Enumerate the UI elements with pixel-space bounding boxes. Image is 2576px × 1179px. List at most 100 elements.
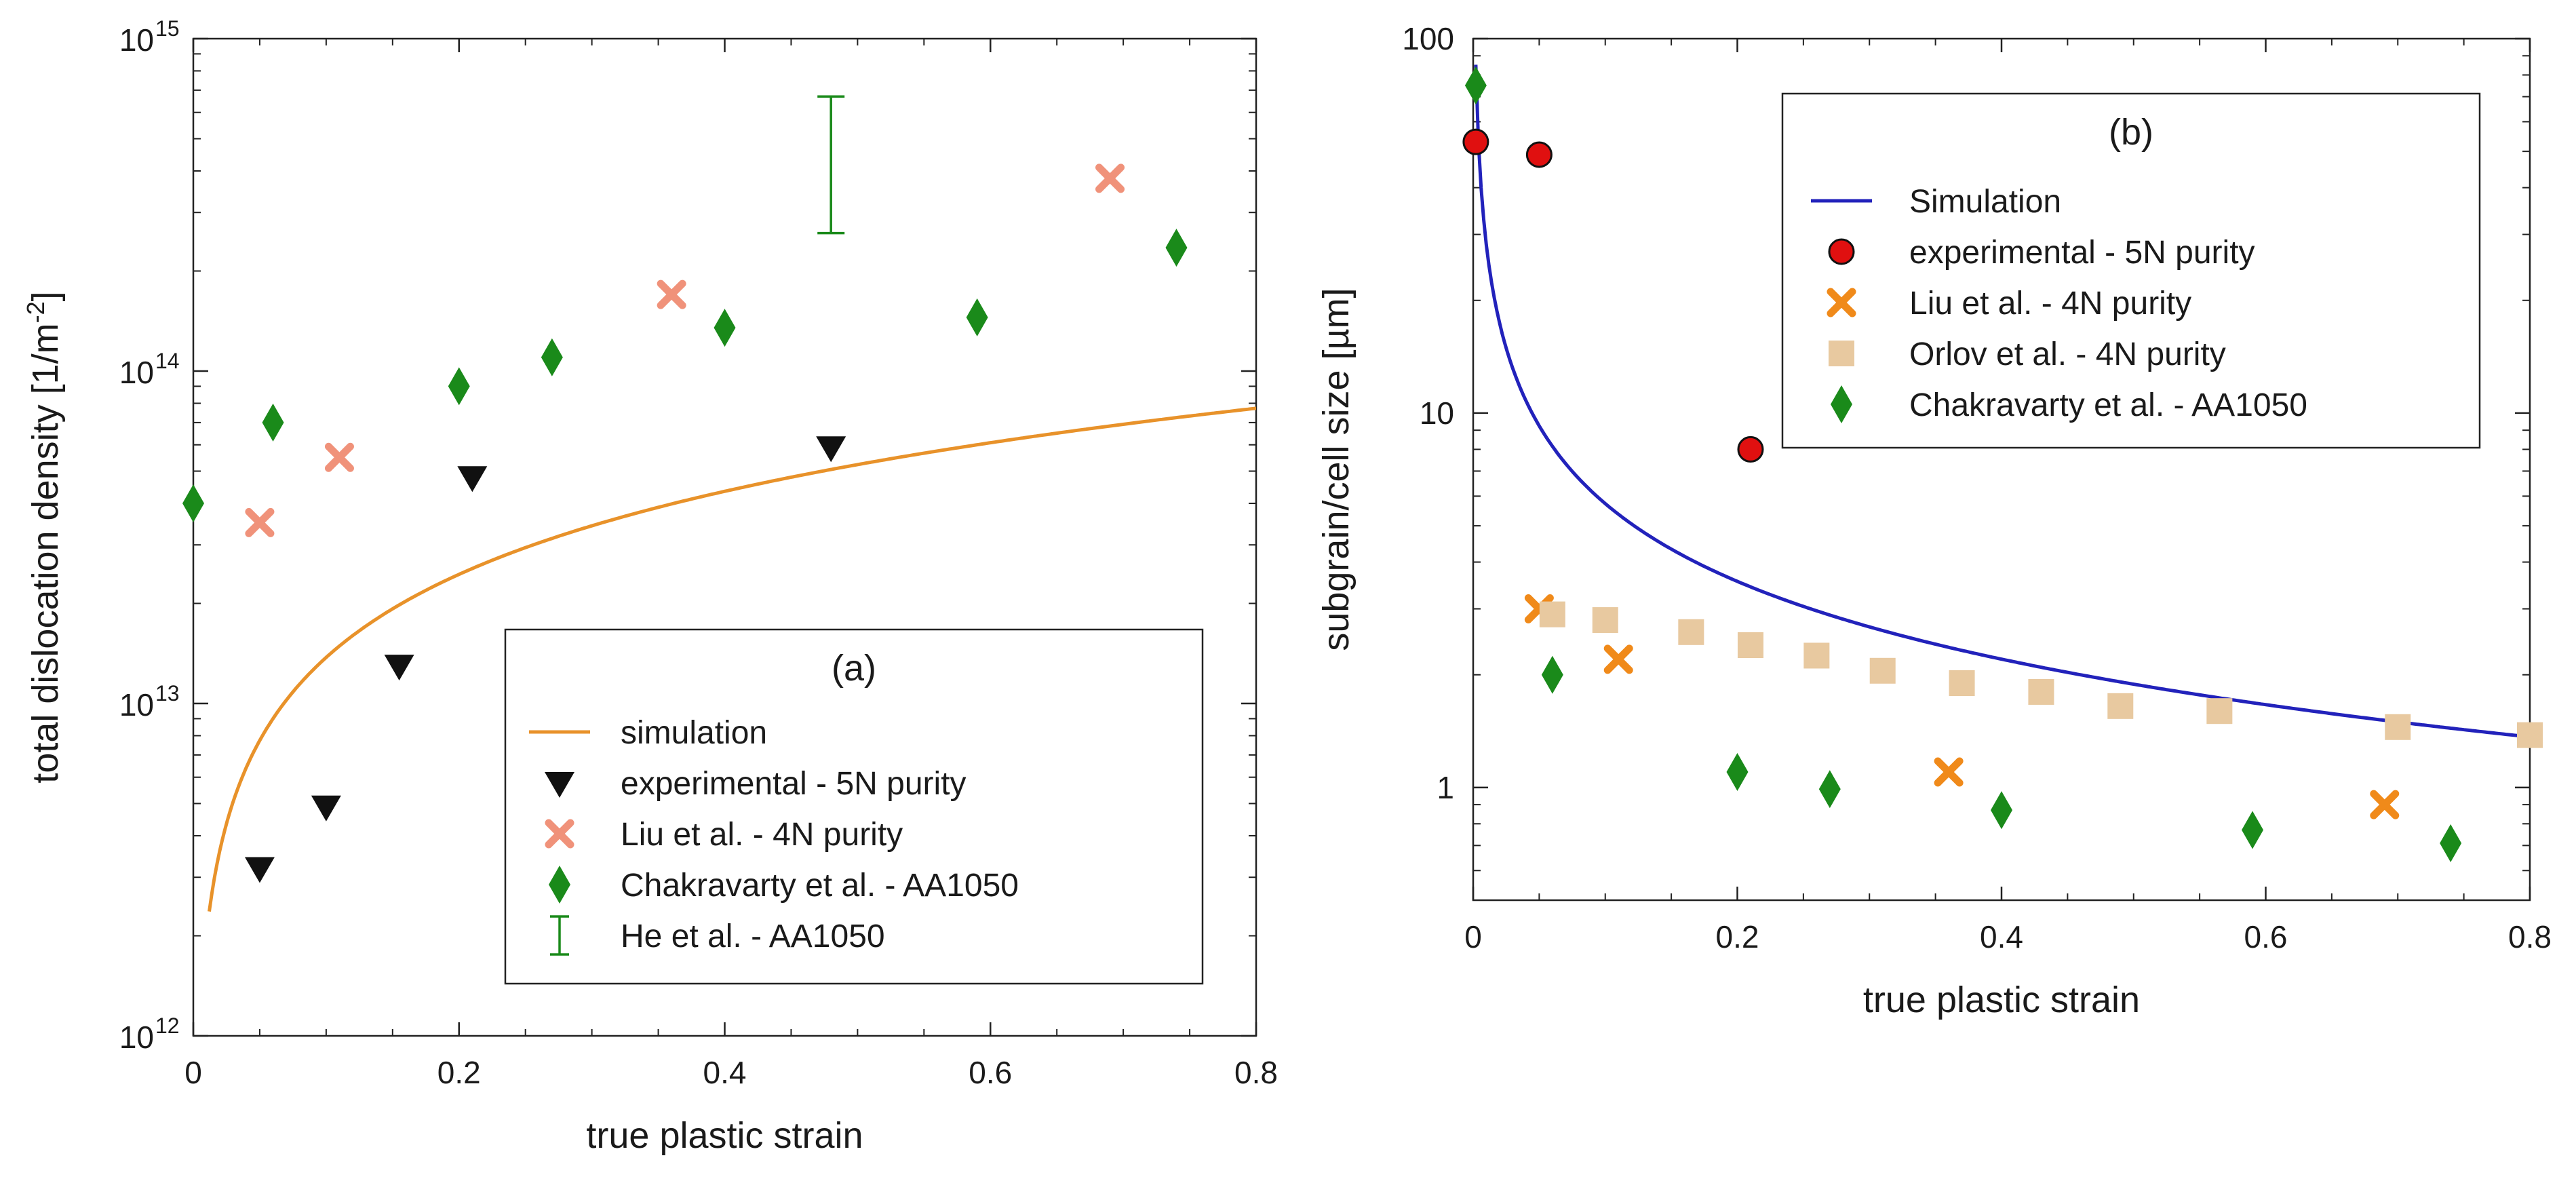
- x-tick-label: 0.6: [2244, 919, 2288, 954]
- y-tick-label: 10: [119, 687, 154, 722]
- data-point-orlov-et-al-4n-purity: [1678, 619, 1704, 645]
- legend-label: simulation: [621, 715, 767, 751]
- data-point-experimental-5n-purity: [1737, 436, 1764, 463]
- data-point-experimental-5n-purity: [384, 655, 414, 681]
- data-point-experimental-5n-purity: [311, 795, 341, 822]
- legend-symbol-chakravarty-et-al-aa1050: [1831, 385, 1852, 423]
- data-point-chakravarty-et-al-aa1050: [2440, 824, 2462, 862]
- y-tick-base: 10: [119, 22, 154, 58]
- y-tick-label: 10: [119, 355, 154, 390]
- data-point-liu-et-al-4n-purity: [657, 279, 686, 309]
- y-tick-label: 10: [1420, 395, 1454, 431]
- x-tick-label: 0: [1464, 919, 1482, 954]
- y-tick-base: 10: [119, 355, 154, 390]
- x-tick-label: 0.4: [1980, 919, 2023, 954]
- legend-symbol-orlov-et-al-4n-purity: [1829, 341, 1854, 366]
- data-point-chakravarty-et-al-aa1050: [1165, 229, 1188, 267]
- y-axis-label: total dislocation density [1/m-2]: [22, 291, 66, 783]
- data-point-liu-et-al-4n-purity-stroke: [657, 279, 686, 309]
- errorbar-he-et-al-aa1050: [817, 95, 845, 235]
- data-point-orlov-et-al-4n-purity: [1803, 642, 1830, 669]
- data-point-orlov-et-al-4n-purity: [2385, 714, 2411, 740]
- y-axis-label-text: subgrain/cell size [µm]: [1316, 288, 1357, 651]
- legend-label: Liu et al. - 4N purity: [621, 817, 903, 853]
- data-point-chakravarty-et-al-aa1050: [2242, 811, 2264, 849]
- x-tick-label: 0.6: [969, 1055, 1012, 1090]
- x-tick-label: 0.8: [2508, 919, 2552, 954]
- legend-symbol-liu-et-al-4n-purity-stroke: [545, 819, 574, 849]
- legend-label: He et al. - AA1050: [621, 919, 885, 954]
- legend-symbol-chakravarty-et-al-aa1050: [549, 866, 570, 904]
- legend-label: Simulation: [1909, 184, 2061, 220]
- data-point-chakravarty-et-al-aa1050: [448, 367, 470, 406]
- data-point-orlov-et-al-4n-purity: [1949, 670, 1975, 697]
- x-axis-label: true plastic strain: [586, 1115, 863, 1156]
- data-point-liu-et-al-4n-purity-stroke: [2370, 790, 2400, 819]
- data-point-chakravarty-et-al-aa1050: [1818, 770, 1841, 809]
- data-point-experimental-5n-purity: [816, 436, 846, 463]
- y-tick-label: 100: [1402, 21, 1454, 56]
- legend: (a) simulation experimental - 5N purity Liu…: [504, 628, 1204, 985]
- x-axis-label: true plastic strain: [1863, 980, 2140, 1020]
- series-line-simulation: [1474, 64, 2530, 739]
- data-point-liu-et-al-4n-purity-stroke: [245, 507, 275, 537]
- legend-box: [1781, 92, 2481, 449]
- data-point-orlov-et-al-4n-purity: [1592, 607, 1618, 634]
- x-tick-label: 0.2: [1716, 919, 1759, 954]
- data-point-orlov-et-al-4n-purity: [2107, 693, 2134, 719]
- data-point-liu-et-al-4n-purity: [1934, 757, 1964, 787]
- data-point-orlov-et-al-4n-purity: [1869, 657, 1896, 684]
- data-point-chakravarty-et-al-aa1050: [182, 484, 204, 522]
- legend-label: Chakravarty et al. - AA1050: [621, 868, 1019, 904]
- legend-label: Chakravarty et al. - AA1050: [1909, 387, 2307, 423]
- data-point-liu-et-al-4n-purity-stroke: [1934, 757, 1964, 787]
- data-point-chakravarty-et-al-aa1050: [1541, 655, 1563, 694]
- data-point-liu-et-al-4n-purity-stroke: [1095, 163, 1125, 193]
- x-tick-label: 0.2: [437, 1055, 481, 1090]
- y-tick-exponent: 12: [155, 1013, 180, 1038]
- data-point-orlov-et-al-4n-purity: [2517, 722, 2543, 748]
- data-point-chakravarty-et-al-aa1050: [966, 298, 988, 336]
- marker-layer: [1462, 66, 2543, 862]
- legend-symbol-liu-et-al-4n-purity: [545, 819, 574, 849]
- panel-label: (b): [2109, 112, 2153, 153]
- legend-label: experimental - 5N purity: [621, 766, 967, 802]
- y-tick-label: 1: [1437, 770, 1454, 805]
- legend-label: experimental - 5N purity: [1909, 235, 2255, 271]
- legend-box: [504, 628, 1204, 985]
- data-point-liu-et-al-4n-purity: [245, 507, 275, 537]
- data-point-orlov-et-al-4n-purity: [2206, 698, 2233, 724]
- y-tick-exponent: 15: [155, 16, 180, 41]
- data-point-liu-et-al-4n-purity: [324, 442, 354, 472]
- data-point-orlov-et-al-4n-purity: [1539, 601, 1565, 627]
- y-axis-label-sup: -2: [22, 301, 50, 323]
- data-point-experimental-5n-purity: [457, 466, 488, 492]
- data-point-liu-et-al-4n-purity: [1095, 163, 1125, 193]
- data-point-experimental-5n-purity: [1462, 128, 1489, 155]
- x-tick-label: 0.4: [703, 1055, 747, 1090]
- chart-panel-b: 0 0.2 0.4 0.6 0.8 1 10 100 true plastic strain su…: [1316, 21, 2552, 1020]
- y-tick-base: 10: [119, 1020, 154, 1055]
- data-point-liu-et-al-4n-purity: [2370, 790, 2400, 819]
- legend-symbol-experimental-5n-purity: [545, 772, 574, 798]
- data-point-orlov-et-al-4n-purity: [2028, 678, 2054, 705]
- data-point-orlov-et-al-4n-purity: [1737, 632, 1763, 659]
- y-axis-label-text: total dislocation density [1/m: [25, 323, 66, 783]
- data-point-chakravarty-et-al-aa1050: [262, 403, 284, 442]
- y-tick-label: 10: [119, 1020, 154, 1055]
- data-point-chakravarty-et-al-aa1050: [714, 309, 736, 347]
- y-tick-base: 10: [119, 687, 154, 722]
- data-point-chakravarty-et-al-aa1050: [1726, 753, 1749, 792]
- legend-symbol-experimental-5n-purity: [1828, 238, 1855, 265]
- legend-symbol-liu-et-al-4n-purity: [1827, 288, 1856, 317]
- x-tick-label: 0: [184, 1055, 202, 1090]
- legend-label: Liu et al. - 4N purity: [1909, 286, 2191, 322]
- data-point-chakravarty-et-al-aa1050: [541, 338, 563, 376]
- legend-symbol-liu-et-al-4n-purity-stroke: [1827, 288, 1856, 317]
- legend-symbol-he-et-al-aa1050: [550, 915, 569, 956]
- x-tick-label: 0.8: [1234, 1055, 1278, 1090]
- data-point-experimental-5n-purity: [1525, 141, 1553, 168]
- data-point-liu-et-al-4n-purity-stroke: [1603, 644, 1633, 674]
